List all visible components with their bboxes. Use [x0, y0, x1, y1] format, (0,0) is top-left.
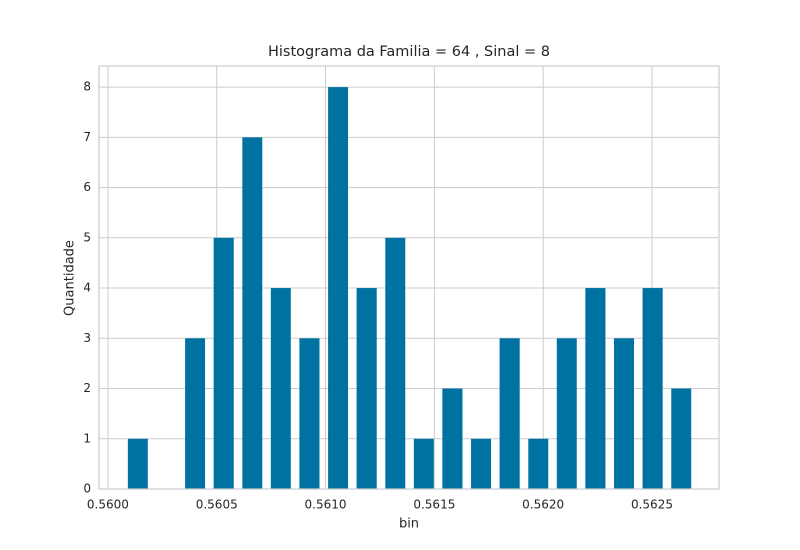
bar: [556, 338, 577, 489]
y-tick-label: 0: [83, 482, 91, 496]
y-tick-label: 3: [83, 331, 91, 345]
y-tick-label: 5: [83, 230, 91, 244]
x-tick-label: 0.5625: [631, 498, 673, 512]
plot-frame: [98, 65, 720, 490]
x-tick-label: 0.5600: [87, 498, 129, 512]
bar: [671, 388, 692, 489]
bar: [614, 338, 634, 489]
x-tick-label: 0.5610: [305, 498, 347, 512]
y-tick-label: 1: [83, 431, 91, 445]
x-tick-label: 0.5620: [522, 498, 564, 512]
chart-title: Histograma da Familia = 64 , Sinal = 8: [268, 44, 550, 60]
bar: [213, 237, 234, 489]
bar: [385, 237, 406, 489]
bar: [242, 137, 263, 490]
bar: [528, 438, 549, 489]
bar: [356, 288, 377, 489]
x-tick-label: 0.5615: [413, 498, 455, 512]
y-tick-label: 2: [83, 381, 91, 395]
bar: [499, 338, 520, 489]
y-tick-label: 4: [83, 281, 91, 295]
bar: [471, 438, 492, 489]
bar: [185, 338, 206, 489]
bar: [413, 438, 434, 489]
y-tick-label: 6: [83, 180, 91, 194]
x-axis-label: bin: [399, 517, 419, 532]
x-tick-label: 0.5605: [196, 498, 238, 512]
y-tick-label: 8: [83, 80, 91, 94]
bar: [299, 338, 320, 489]
y-axis-label: Quantidade: [63, 240, 78, 316]
bar: [585, 288, 606, 489]
y-tick-label: 7: [83, 130, 91, 144]
bar: [328, 87, 349, 489]
bar: [442, 388, 463, 489]
bar: [270, 288, 291, 489]
bar: [127, 438, 148, 489]
bar: [642, 288, 663, 489]
